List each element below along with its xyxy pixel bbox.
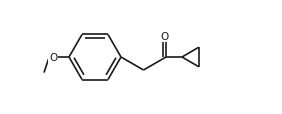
Text: O: O — [49, 53, 57, 62]
Text: O: O — [160, 32, 169, 42]
